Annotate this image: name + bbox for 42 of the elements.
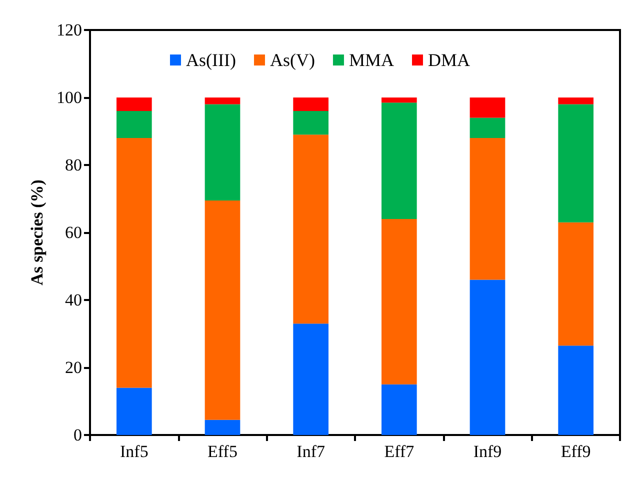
- bar: [293, 134, 328, 324]
- bar: [204, 98, 240, 104]
- bar: [470, 138, 506, 280]
- bar: [470, 280, 506, 435]
- x-tick-label: Eff7: [384, 442, 415, 461]
- x-tick-label: Inf9: [473, 442, 502, 461]
- bar: [204, 420, 240, 435]
- bar: [558, 104, 594, 222]
- bar: [116, 388, 152, 435]
- x-tick-label: Inf5: [120, 442, 148, 461]
- bar: [470, 98, 506, 118]
- y-tick-label: 60: [65, 223, 82, 242]
- bar: [382, 98, 417, 103]
- y-tick-label: 0: [74, 426, 82, 444]
- legend-label: DMA: [428, 50, 470, 70]
- x-tick-label: Eff9: [560, 442, 591, 461]
- x-tick-label: Eff5: [208, 442, 238, 461]
- bar: [116, 138, 152, 388]
- legend-label: As(III): [186, 50, 236, 70]
- y-tick-label: 40: [65, 290, 82, 310]
- legend-label: MMA: [348, 50, 394, 70]
- x-tick-label: Inf7: [296, 442, 326, 461]
- y-tick-label: 80: [65, 156, 82, 174]
- y-tick-label: 120: [56, 20, 82, 40]
- bar: [293, 98, 328, 111]
- bar: [558, 222, 594, 346]
- bar: [558, 346, 594, 435]
- bar: [204, 200, 240, 420]
- y-tick-label: 20: [65, 358, 82, 377]
- y-tick-label: 100: [56, 88, 82, 107]
- bar: [293, 111, 328, 135]
- bar: [293, 324, 328, 435]
- bar: [470, 118, 506, 138]
- bar: [382, 219, 417, 384]
- bar: [382, 102, 417, 219]
- bar: [204, 104, 240, 200]
- y-axis-title: As species (%): [28, 180, 47, 286]
- legend-label: As(V): [270, 50, 315, 70]
- bar: [558, 98, 594, 104]
- bar: [116, 98, 152, 111]
- bar: [382, 384, 417, 435]
- bar: [116, 111, 152, 138]
